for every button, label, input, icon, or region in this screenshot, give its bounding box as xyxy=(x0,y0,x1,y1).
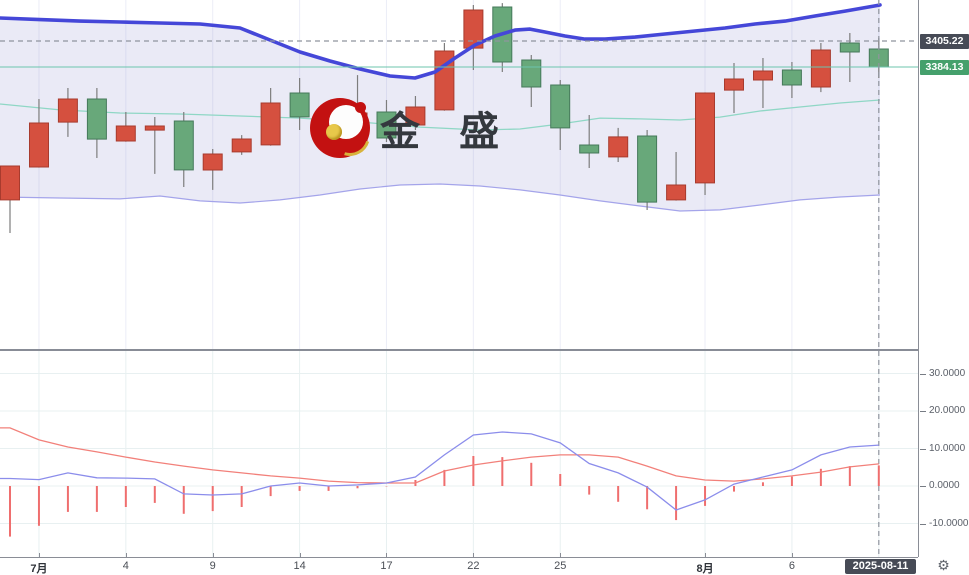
time-axis-label: 25 xyxy=(554,560,567,572)
candle-body xyxy=(666,184,687,201)
candle-body xyxy=(521,59,542,88)
candle-body xyxy=(144,125,165,131)
bollinger-upper-line xyxy=(0,3,882,80)
candle-body xyxy=(434,50,455,111)
time-axis-label: 7月 xyxy=(30,563,48,575)
macd-dif-line xyxy=(0,431,879,511)
last-price-badge: 3384.13 xyxy=(920,60,969,75)
macd-indicator-chart[interactable] xyxy=(0,351,918,557)
crosshair-price-badge: 3405.22 xyxy=(920,34,969,49)
time-axis-tickmark xyxy=(791,553,793,558)
time-axis-tickmark xyxy=(560,553,562,558)
logo-hook xyxy=(355,102,366,113)
macd-axis-label: 10.0000 xyxy=(919,442,966,454)
time-axis-tickmark xyxy=(38,553,40,558)
candle-body xyxy=(839,42,860,53)
time-axis-label: 17 xyxy=(380,560,393,572)
macd-axis-label: 20.0000 xyxy=(919,405,966,416)
candle-body xyxy=(608,136,629,158)
time-axis-label: 8月 xyxy=(696,563,714,575)
price-axis[interactable]: 3405.22 3384.13 30.0000 20.0000 10.0000 0.0… xyxy=(918,0,969,575)
macd-axis-label: 0.0000 xyxy=(920,480,960,491)
candle-body xyxy=(86,98,107,140)
candle-body xyxy=(637,135,658,203)
candle-body xyxy=(29,122,49,168)
time-axis-tickmark xyxy=(212,553,214,558)
brand-watermark: 金 盛 xyxy=(310,98,514,164)
brand-watermark-text: 金 盛 xyxy=(380,110,514,154)
gear-icon[interactable]: ⚙ xyxy=(937,557,950,573)
crosshair-date-badge: 2025-08-11 xyxy=(845,559,916,574)
candle-body xyxy=(0,165,20,201)
bollinger-lower-line xyxy=(0,183,881,212)
time-axis-tickmark xyxy=(705,553,707,558)
candle-body xyxy=(781,69,802,86)
macd-axis-label: -10.0000 xyxy=(919,517,969,529)
time-axis-label: 9 xyxy=(209,560,216,572)
main-price-chart[interactable] xyxy=(0,0,918,349)
candle-body xyxy=(579,144,600,154)
time-axis[interactable]: 7月 4 9 14 17 22 25 8月 6 2025-08-11 xyxy=(0,553,969,575)
candle-body xyxy=(260,102,281,146)
candle-body xyxy=(810,49,831,88)
time-axis-tickmark xyxy=(125,553,127,558)
bollinger-middle-line xyxy=(0,99,881,131)
candle-body xyxy=(231,138,252,153)
candle-body xyxy=(550,84,571,129)
candle-body xyxy=(115,125,136,142)
brand-logo-icon xyxy=(310,98,378,164)
candle-body xyxy=(724,78,744,91)
time-axis-tickmark xyxy=(473,553,475,558)
candle-body xyxy=(405,106,426,126)
candle-body xyxy=(202,153,223,171)
macd-axis-label: 30.0000 xyxy=(919,367,966,379)
candle-body xyxy=(289,92,310,118)
time-axis-label: 14 xyxy=(293,560,306,572)
time-axis-label: 6 xyxy=(788,560,795,572)
axis-settings-corner: ⚙ xyxy=(918,557,969,575)
time-axis-label: 22 xyxy=(467,560,480,572)
time-axis-tickmark xyxy=(386,553,388,558)
candle-body xyxy=(753,70,773,81)
pane-divider[interactable] xyxy=(0,349,969,351)
logo-gold-ball xyxy=(326,124,342,140)
candle-body xyxy=(376,111,397,139)
candle-body xyxy=(57,98,78,123)
time-axis-tickmark xyxy=(299,553,301,558)
macd-dea-line xyxy=(0,427,879,484)
candle-body xyxy=(695,92,715,184)
candle-body xyxy=(173,120,194,171)
time-axis-label: 4 xyxy=(122,560,129,572)
